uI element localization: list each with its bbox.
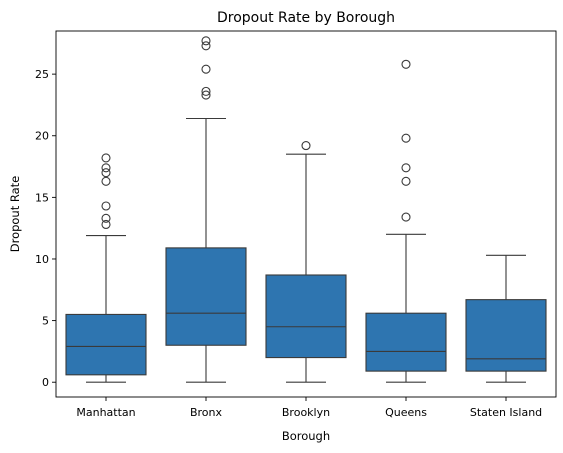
- x-tick-label: Bronx: [190, 406, 223, 419]
- outlier-point: [202, 65, 210, 73]
- box-group: [366, 60, 446, 382]
- x-axis: Manhattan Bronx Brooklyn Queens Staten Islan…: [76, 397, 542, 419]
- outlier-point: [102, 214, 110, 222]
- outlier-point: [402, 177, 410, 185]
- box: [266, 275, 346, 358]
- x-tick-label: Manhattan: [76, 406, 135, 419]
- outlier-point: [402, 60, 410, 68]
- outlier-point: [402, 213, 410, 221]
- box-group: [166, 37, 246, 382]
- plot-area: [66, 37, 546, 382]
- box-group: [266, 142, 346, 383]
- x-tick-label: Brooklyn: [282, 406, 330, 419]
- box: [66, 314, 146, 374]
- box-group: [466, 255, 546, 382]
- box-group: [66, 154, 146, 382]
- outlier-point: [402, 164, 410, 172]
- y-tick-label: 10: [35, 253, 49, 266]
- outlier-point: [102, 154, 110, 162]
- outlier-point: [402, 134, 410, 142]
- box: [366, 313, 446, 371]
- y-tick-label: 5: [42, 315, 49, 328]
- x-tick-label: Queens: [385, 406, 427, 419]
- y-axis-label: Dropout Rate: [8, 176, 22, 253]
- y-tick-label: 0: [42, 376, 49, 389]
- outlier-point: [202, 37, 210, 45]
- outlier-point: [302, 142, 310, 150]
- x-axis-label: Borough: [282, 429, 330, 443]
- chart-title: Dropout Rate by Borough: [217, 10, 395, 26]
- outlier-point: [102, 177, 110, 185]
- y-tick-label: 25: [35, 68, 49, 81]
- box: [166, 248, 246, 345]
- y-tick-label: 20: [35, 130, 49, 143]
- outlier-point: [102, 202, 110, 210]
- outlier-point: [102, 164, 110, 172]
- y-tick-label: 15: [35, 191, 49, 204]
- box: [466, 300, 546, 371]
- y-axis: 0 5 10 15 20 25: [35, 68, 56, 389]
- x-tick-label: Staten Island: [470, 406, 542, 419]
